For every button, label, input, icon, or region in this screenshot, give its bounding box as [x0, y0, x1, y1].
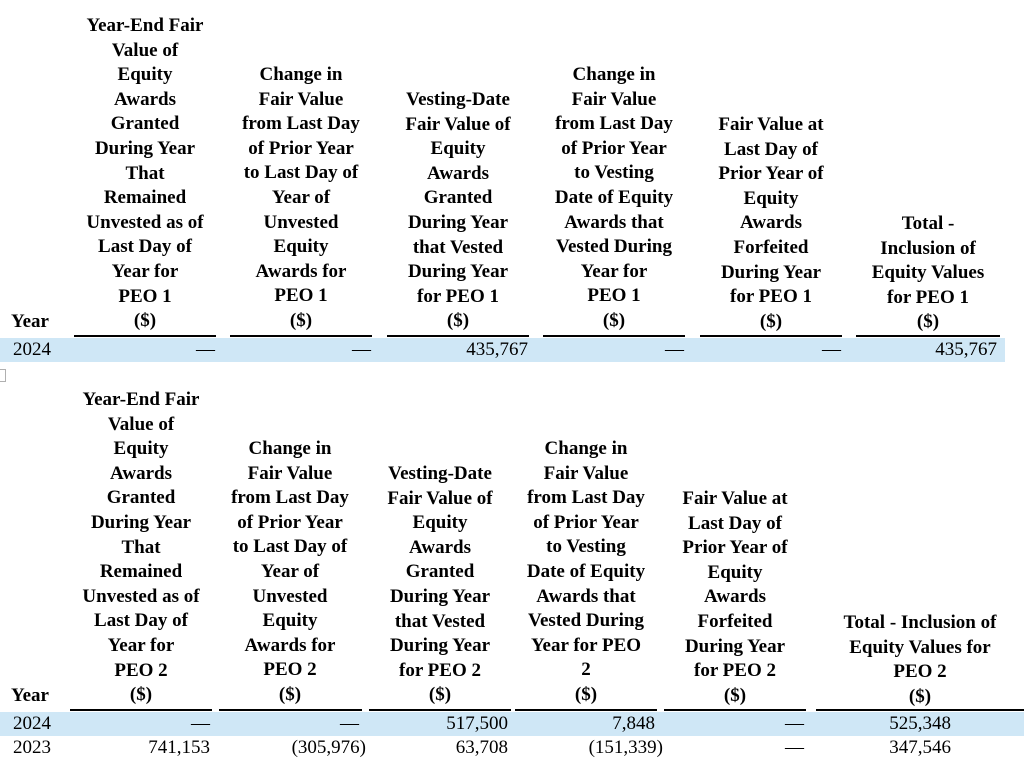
- header-rule: [664, 709, 806, 711]
- header-rule: [700, 335, 842, 337]
- table-cell: 7,848: [612, 713, 655, 734]
- table-cell: 63,708: [455, 737, 508, 758]
- header-rule: [856, 335, 1000, 337]
- table-cell: —: [196, 339, 215, 360]
- table-cell: 517,500: [446, 713, 508, 734]
- table-cell: 525,348: [889, 713, 951, 734]
- table-row-highlight: [0, 712, 1024, 736]
- column-header: Change in Fair Value from Last Day of Prior…: [526, 438, 646, 705]
- column-header: Change in Fair Value from Last Day of Prior…: [554, 64, 674, 331]
- column-header: Year-End Fair Value of Equity Awards Granted…: [82, 389, 200, 706]
- header-rule: [387, 335, 529, 337]
- header-rule: [230, 335, 372, 337]
- table-cell: —: [822, 339, 841, 360]
- table-cell: —: [191, 713, 210, 734]
- table-cell: 347,546: [889, 737, 951, 758]
- table-cell: —: [352, 339, 371, 360]
- row-year: 2024: [13, 713, 51, 734]
- row-year: 2024: [13, 339, 51, 360]
- table-cell: —: [665, 339, 684, 360]
- table-cell: 435,767: [466, 339, 528, 360]
- column-header: Change in Fair Value from Last Day of Prior…: [231, 438, 349, 705]
- column-header: Total - Inclusion of Equity Values for PEO …: [871, 213, 985, 333]
- table-cell: (305,976): [291, 737, 366, 758]
- page-marker: [0, 369, 6, 382]
- header-rule: [369, 709, 511, 711]
- column-header: Vesting-Date Fair Value of Equity Awards Gra…: [387, 463, 493, 706]
- table-cell: 741,153: [148, 737, 210, 758]
- table-cell: 435,767: [935, 339, 997, 360]
- row-year: 2023: [13, 737, 51, 758]
- header-rule: [816, 709, 1024, 711]
- year-column-header: Year: [11, 311, 49, 332]
- header-rule: [70, 709, 212, 711]
- table-cell: —: [785, 713, 804, 734]
- header-rule: [74, 335, 216, 337]
- header-rule: [219, 709, 362, 711]
- header-rule: [515, 709, 657, 711]
- column-header: Year-End Fair Value of Equity Awards Granted…: [86, 15, 204, 332]
- table-cell: —: [340, 713, 359, 734]
- year-column-header: Year: [11, 685, 49, 706]
- column-header: Total - Inclusion of Equity Values for PEO…: [843, 612, 997, 707]
- table-row-highlight: [0, 338, 1005, 362]
- column-header: Change in Fair Value from Last Day of Prior…: [242, 64, 360, 331]
- table-cell: (151,339): [588, 737, 663, 758]
- column-header: Vesting-Date Fair Value of Equity Awards Gra…: [405, 89, 511, 332]
- column-header: Fair Value at Last Day of Prior Year of Equ…: [682, 488, 788, 706]
- table-cell: —: [785, 737, 804, 758]
- column-header: Fair Value at Last Day of Prior Year of Equ…: [718, 114, 824, 332]
- header-rule: [543, 335, 685, 337]
